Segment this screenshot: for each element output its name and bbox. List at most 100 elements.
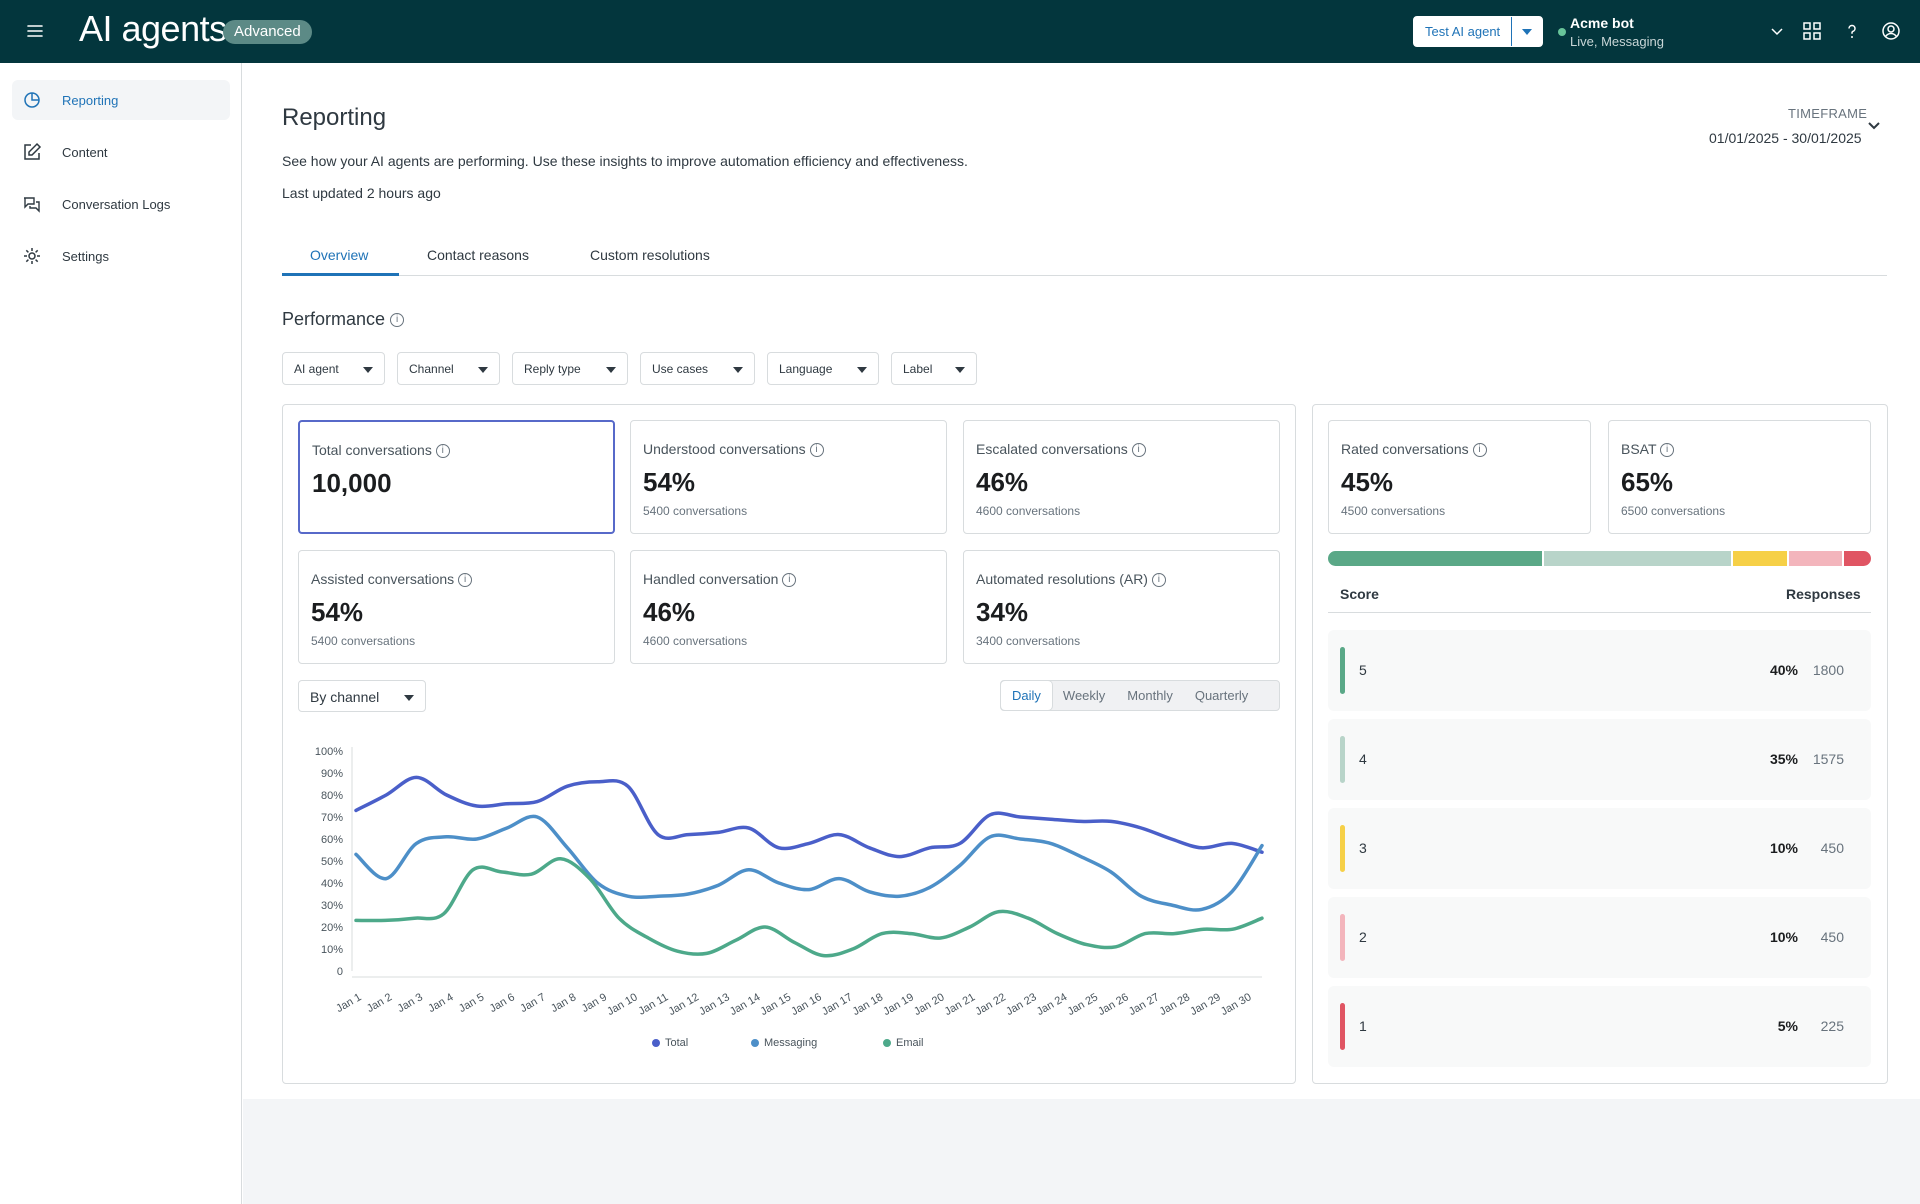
tab-custom-resolutions[interactable]: Custom resolutions [590, 247, 710, 263]
performance-heading: Performance i [282, 309, 405, 330]
info-icon[interactable]: i [1131, 443, 1146, 458]
sidebar-item-content[interactable]: Content [12, 132, 230, 172]
x-tick-label: Jan 8 [549, 991, 578, 1015]
sidebar-item-label: Settings [62, 248, 109, 264]
group-by-select[interactable]: By channel [298, 680, 426, 712]
y-tick-label: 80% [321, 790, 343, 802]
test-ai-agent-dropdown[interactable] [1512, 17, 1542, 46]
bot-name: Acme bot [1570, 15, 1634, 31]
metric-card-understood[interactable]: Understood conversations i 54% 5400 conv… [630, 420, 947, 534]
chevron-down-icon[interactable] [1767, 21, 1787, 41]
user-profile-icon[interactable] [1881, 21, 1901, 41]
caret-down-icon [404, 695, 414, 701]
period-monthly[interactable]: Monthly [1127, 688, 1173, 703]
gear-icon [24, 248, 40, 264]
distribution-segment [1788, 551, 1843, 566]
x-tick-label: Jan 9 [580, 991, 609, 1015]
active-tab-indicator [282, 273, 399, 276]
score-count: 450 [1820, 840, 1844, 856]
x-tick-label: Jan 25 [1065, 991, 1100, 1018]
info-icon[interactable]: i [1472, 443, 1487, 458]
help-icon[interactable] [1842, 21, 1862, 41]
info-icon[interactable]: i [1151, 573, 1166, 588]
info-icon[interactable]: i [782, 573, 797, 588]
x-tick-label: Jan 19 [881, 991, 916, 1018]
metric-subtext: 6500 conversations [1621, 504, 1726, 518]
filter-ai-agent[interactable]: AI agent [282, 352, 385, 385]
x-tick-label: Jan 4 [426, 991, 455, 1015]
period-daily[interactable]: Daily [1001, 681, 1052, 710]
timeframe-value[interactable]: 01/01/2025 - 30/01/2025 [1709, 130, 1862, 146]
filter-label-select[interactable]: Label [891, 352, 977, 385]
caret-down-icon [955, 367, 965, 373]
sidebar-item-label: Conversation Logs [62, 196, 171, 212]
metric-title: Escalated conversations i [976, 441, 1146, 458]
period-weekly[interactable]: Weekly [1062, 688, 1106, 703]
metric-card-rated-conversations[interactable]: Rated conversations i 45% 4500 conversat… [1328, 420, 1591, 534]
metric-card-handled[interactable]: Handled conversation i 46% 4600 conversa… [630, 550, 947, 664]
period-quarterly[interactable]: Quarterly [1194, 688, 1249, 703]
metric-subtext: 3400 conversations [976, 634, 1081, 648]
metric-value: 54% [311, 597, 364, 627]
x-tick-label: Jan 29 [1188, 991, 1223, 1018]
x-tick-label: Jan 22 [973, 991, 1008, 1018]
last-updated-text: Last updated 2 hours ago [282, 185, 441, 201]
score-color-bar [1340, 736, 1345, 783]
filter-channel[interactable]: Channel [397, 352, 500, 385]
score-count: 225 [1820, 1018, 1844, 1034]
timeframe-chevron-icon[interactable] [1866, 118, 1882, 134]
score-color-bar [1340, 914, 1345, 961]
period-segmented-control: Daily Weekly Monthly Quarterly [1000, 680, 1280, 711]
metric-card-total-conversations[interactable]: Total conversations i 10,000 [298, 420, 615, 534]
metric-value: 46% [643, 597, 696, 627]
info-icon[interactable]: i [435, 444, 450, 459]
filter-reply-type[interactable]: Reply type [512, 352, 628, 385]
x-tick-label: Jan 3 [396, 991, 425, 1015]
x-tick-label: Jan 6 [488, 991, 517, 1015]
metric-card-assisted[interactable]: Assisted conversations i 54% 5400 conver… [298, 550, 615, 664]
tab-bar: Overview Contact reasons Custom resoluti… [282, 235, 1887, 276]
test-ai-agent-button[interactable]: Test AI agent [1414, 17, 1513, 46]
metric-value: 54% [643, 467, 696, 497]
hamburger-menu-icon[interactable] [24, 20, 46, 42]
info-icon[interactable]: i [809, 443, 824, 458]
x-tick-label: Jan 17 [820, 991, 855, 1018]
legend-dot [751, 1039, 759, 1048]
metric-title: Rated conversations i [1341, 441, 1487, 458]
filter-label: Label [903, 362, 933, 376]
info-icon[interactable]: i [390, 313, 405, 328]
metric-card-bsat[interactable]: BSAT i 65% 6500 conversations [1608, 420, 1871, 534]
x-tick-label: Jan 18 [851, 991, 886, 1018]
metric-title: Understood conversations i [643, 441, 824, 458]
sidebar-item-conversation-logs[interactable]: Conversation Logs [12, 184, 230, 224]
x-tick-label: Jan 24 [1035, 991, 1070, 1018]
score-header: Score [1340, 586, 1379, 602]
test-ai-agent-split-button: Test AI agent [1413, 16, 1544, 47]
tab-contact-reasons[interactable]: Contact reasons [427, 247, 529, 263]
y-tick-label: 10% [321, 944, 343, 956]
sidebar-item-label: Reporting [62, 92, 119, 108]
tab-overview[interactable]: Overview [310, 247, 369, 263]
apps-grid-icon[interactable] [1802, 21, 1822, 41]
y-tick-label: 100% [315, 746, 343, 758]
filter-use-cases[interactable]: Use cases [640, 352, 755, 385]
y-tick-label: 50% [321, 856, 343, 868]
metric-card-escalated[interactable]: Escalated conversations i 46% 4600 conve… [963, 420, 1280, 534]
caret-down-icon [733, 367, 743, 373]
score-value: 5 [1359, 662, 1367, 678]
metric-subtext: 5400 conversations [311, 634, 416, 648]
info-icon[interactable]: i [458, 573, 473, 588]
score-color-bar [1340, 825, 1345, 872]
info-icon[interactable]: i [1660, 443, 1675, 458]
metric-card-automated-resolutions[interactable]: Automated resolutions (AR) i 34% 3400 co… [963, 550, 1280, 664]
x-tick-label: Jan 28 [1158, 991, 1193, 1018]
legend-total: Total [652, 1037, 688, 1049]
x-tick-label: Jan 30 [1219, 991, 1254, 1018]
sidebar-item-settings[interactable]: Settings [12, 236, 230, 276]
timeframe-label: TIMEFRAME [1788, 106, 1868, 121]
series-line-messaging [354, 814, 1264, 912]
series-line-total [354, 775, 1264, 859]
sidebar-item-reporting[interactable]: Reporting [12, 80, 230, 120]
filter-language[interactable]: Language [767, 352, 879, 385]
y-tick-label: 0 [337, 966, 343, 978]
